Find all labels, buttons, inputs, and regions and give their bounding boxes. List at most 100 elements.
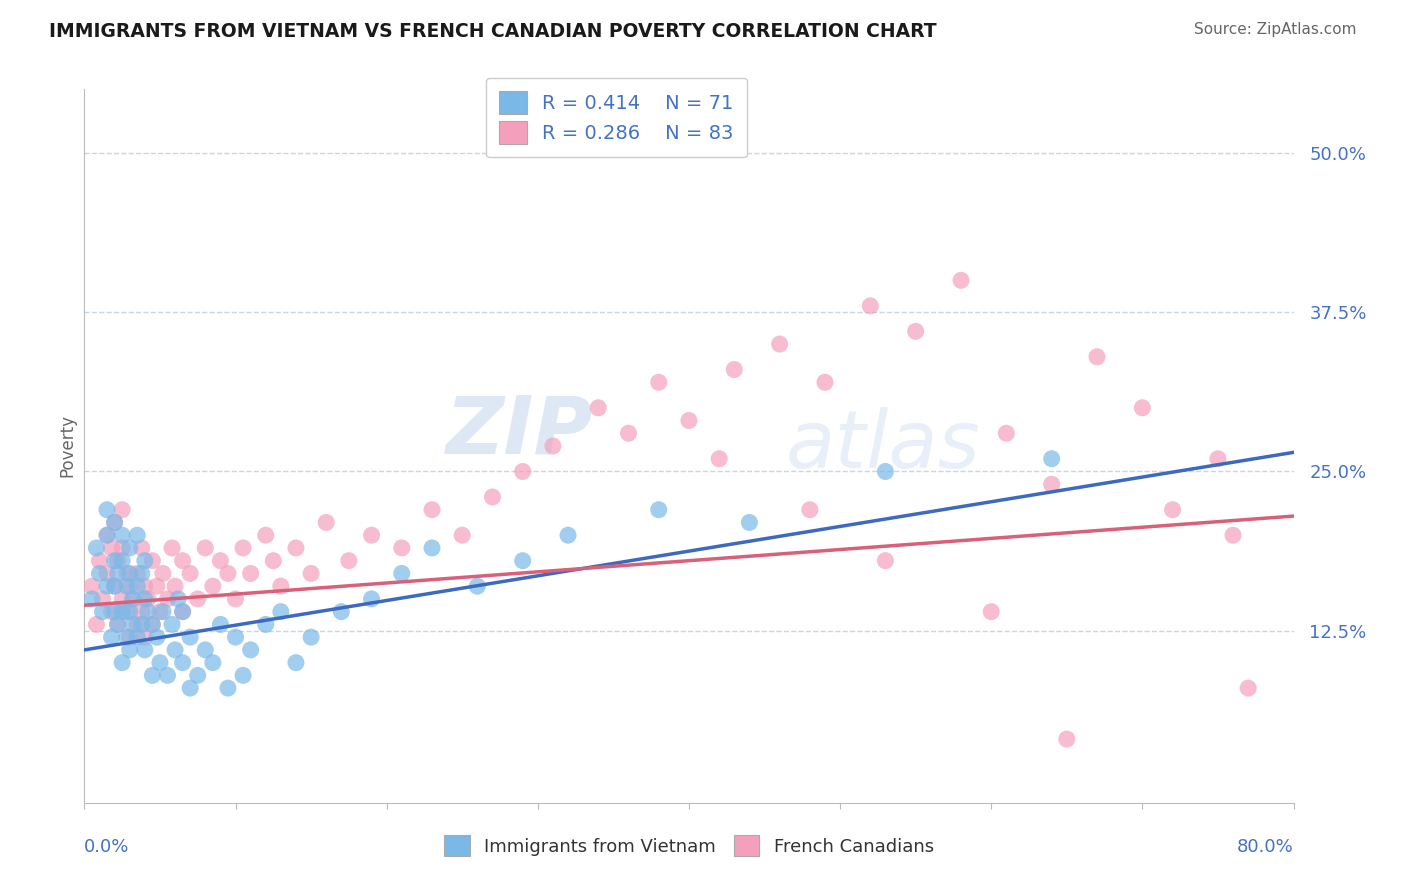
Point [136, 605, 159, 619]
Point [254, 617, 277, 632]
Legend: Immigrants from Vietnam, French Canadians: Immigrants from Vietnam, French Canadian… [436, 826, 942, 865]
Point [152, 605, 174, 619]
Point [270, 605, 292, 619]
Point [100, 605, 122, 619]
Point [104, 516, 127, 530]
Point [467, 579, 489, 593]
Point [179, 681, 201, 695]
Point [232, 668, 254, 682]
Point [337, 554, 360, 568]
Point [167, 591, 190, 606]
Point [814, 376, 837, 390]
Point [330, 605, 353, 619]
Point [107, 554, 129, 568]
Point [115, 605, 138, 619]
Point [950, 273, 973, 287]
Point [391, 541, 413, 555]
Point [104, 516, 127, 530]
Point [299, 566, 322, 581]
Point [360, 528, 382, 542]
Point [111, 605, 134, 619]
Point [1040, 451, 1063, 466]
Point [172, 554, 194, 568]
Point [799, 502, 821, 516]
Point [209, 617, 232, 632]
Point [118, 605, 141, 619]
Point [141, 617, 163, 632]
Point [141, 554, 163, 568]
Point [146, 579, 169, 593]
Point [141, 617, 163, 632]
Point [217, 681, 239, 695]
Point [187, 668, 209, 682]
Point [299, 630, 322, 644]
Point [118, 630, 141, 644]
Point [995, 426, 1018, 441]
Point [270, 579, 292, 593]
Point [134, 579, 156, 593]
Point [111, 541, 134, 555]
Point [709, 451, 731, 466]
Point [134, 554, 156, 568]
Point [481, 490, 503, 504]
Point [96, 579, 118, 593]
Point [285, 656, 308, 670]
Text: 0.0%: 0.0% [84, 838, 129, 856]
Point [239, 566, 262, 581]
Point [111, 528, 134, 542]
Point [165, 643, 187, 657]
Point [225, 591, 247, 606]
Point [111, 554, 134, 568]
Point [769, 337, 792, 351]
Point [107, 566, 129, 581]
Point [1237, 681, 1260, 695]
Point [980, 605, 1002, 619]
Point [134, 591, 156, 606]
Point [96, 502, 118, 516]
Point [136, 591, 159, 606]
Point [512, 465, 534, 479]
Point [91, 591, 114, 606]
Point [80, 579, 103, 593]
Point [541, 439, 564, 453]
Point [194, 643, 217, 657]
Point [239, 643, 262, 657]
Point [104, 579, 127, 593]
Point [115, 566, 138, 581]
Point [111, 591, 134, 606]
Point [723, 362, 745, 376]
Point [107, 617, 129, 632]
Point [1161, 502, 1184, 516]
Point [875, 465, 897, 479]
Point [617, 426, 640, 441]
Point [134, 643, 156, 657]
Point [1040, 477, 1063, 491]
Point [648, 376, 671, 390]
Point [118, 643, 141, 657]
Point [588, 401, 610, 415]
Point [100, 541, 122, 555]
Point [451, 528, 474, 542]
Point [127, 617, 149, 632]
Point [738, 516, 761, 530]
Point [217, 566, 239, 581]
Point [91, 605, 114, 619]
Point [131, 566, 153, 581]
Point [172, 605, 194, 619]
Point [254, 528, 277, 542]
Point [127, 566, 149, 581]
Point [131, 541, 153, 555]
Point [141, 668, 163, 682]
Point [104, 554, 127, 568]
Point [1222, 528, 1244, 542]
Point [194, 541, 217, 555]
Text: atlas: atlas [786, 407, 980, 485]
Text: 80.0%: 80.0% [1237, 838, 1294, 856]
Point [875, 554, 897, 568]
Point [232, 541, 254, 555]
Point [149, 605, 172, 619]
Point [127, 630, 149, 644]
Point [391, 566, 413, 581]
Point [118, 541, 141, 555]
Point [201, 656, 224, 670]
